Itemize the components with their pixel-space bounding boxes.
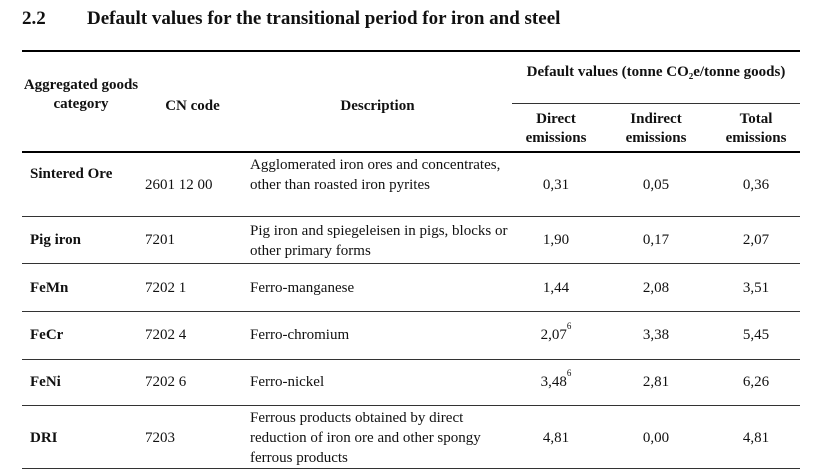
row-direct: 4,81: [512, 429, 600, 448]
header-total-emissions: Total emissions: [725, 111, 787, 146]
table-top-rule: [22, 50, 800, 52]
row-divider: [22, 359, 800, 360]
row-cn-code: 7202 6: [145, 374, 187, 390]
row-indirect: 2,81: [642, 374, 670, 390]
row-divider: [22, 216, 800, 217]
row-total: 5,45: [742, 327, 770, 343]
section-title: Default values for the transitional peri…: [87, 8, 561, 29]
row-category: DRI: [30, 430, 58, 446]
row-description: Pig iron and spiegeleisen in pigs, block…: [250, 223, 508, 259]
section-number: 2.2: [22, 8, 46, 29]
row-cn-code: 7203: [145, 430, 175, 446]
row-category: FeNi: [30, 374, 61, 390]
row-divider: [22, 263, 800, 264]
direct-value: 4,81: [542, 430, 570, 446]
header-indirect-emissions: Indirect emissions: [625, 111, 687, 146]
row-indirect: 0,05: [642, 177, 670, 193]
direct-value: 0,31: [542, 177, 570, 193]
row-cn-code: 7202 4: [145, 327, 187, 343]
table-bottom-rule: [22, 468, 800, 469]
header-direct-emissions: Direct emissions: [525, 111, 587, 146]
row-category: FeCr: [30, 327, 64, 343]
direct-value: 2,07: [540, 327, 567, 343]
row-total: 0,36: [742, 177, 770, 193]
row-cn-code: 7201: [145, 232, 175, 248]
row-total: 6,26: [742, 374, 770, 390]
header-description: Description: [340, 98, 415, 114]
row-indirect: 0,00: [642, 430, 670, 446]
direct-value: 3,48: [540, 374, 567, 390]
row-total: 4,81: [742, 430, 770, 446]
row-indirect: 3,38: [642, 327, 670, 343]
footnote-ref: 6: [566, 368, 572, 378]
header-cn-code: CN code: [165, 98, 220, 114]
row-description: Agglomerated iron ores and concentrates,…: [250, 157, 501, 193]
section-heading: 2.2 Default values for the transitional p…: [22, 8, 560, 30]
row-direct: 3,486: [512, 369, 600, 392]
subheader-rule: [512, 103, 800, 104]
direct-value: 1,44: [542, 280, 570, 296]
row-divider: [22, 405, 800, 406]
row-direct: 2,076: [512, 322, 600, 345]
row-cn-code: 7202 1: [145, 280, 187, 296]
header-default-values: Default values (tonne CO₂e/tonne goods): [526, 64, 786, 80]
row-description: Ferro-nickel: [250, 374, 325, 390]
row-direct: 1,90: [512, 231, 600, 250]
row-category: FeMn: [30, 280, 69, 296]
row-cn-code: 2601 12 00: [145, 177, 213, 193]
header-bottom-rule: [22, 151, 800, 153]
row-description: Ferro-manganese: [250, 280, 355, 296]
row-indirect: 0,17: [642, 232, 670, 248]
row-indirect: 2,08: [642, 280, 670, 296]
row-description: Ferrous products obtained by direct redu…: [250, 410, 481, 466]
row-direct: 1,44: [512, 279, 600, 298]
row-direct: 0,31: [512, 176, 600, 195]
row-total: 3,51: [742, 280, 770, 296]
row-divider: [22, 311, 800, 312]
direct-value: 1,90: [542, 232, 570, 248]
row-category: Pig iron: [30, 232, 81, 248]
row-category: Sintered Ore: [30, 166, 113, 182]
header-category: Aggregated goods category: [23, 77, 139, 112]
footnote-ref: 6: [566, 321, 572, 331]
row-description: Ferro-chromium: [250, 327, 350, 343]
row-total: 2,07: [742, 232, 770, 248]
